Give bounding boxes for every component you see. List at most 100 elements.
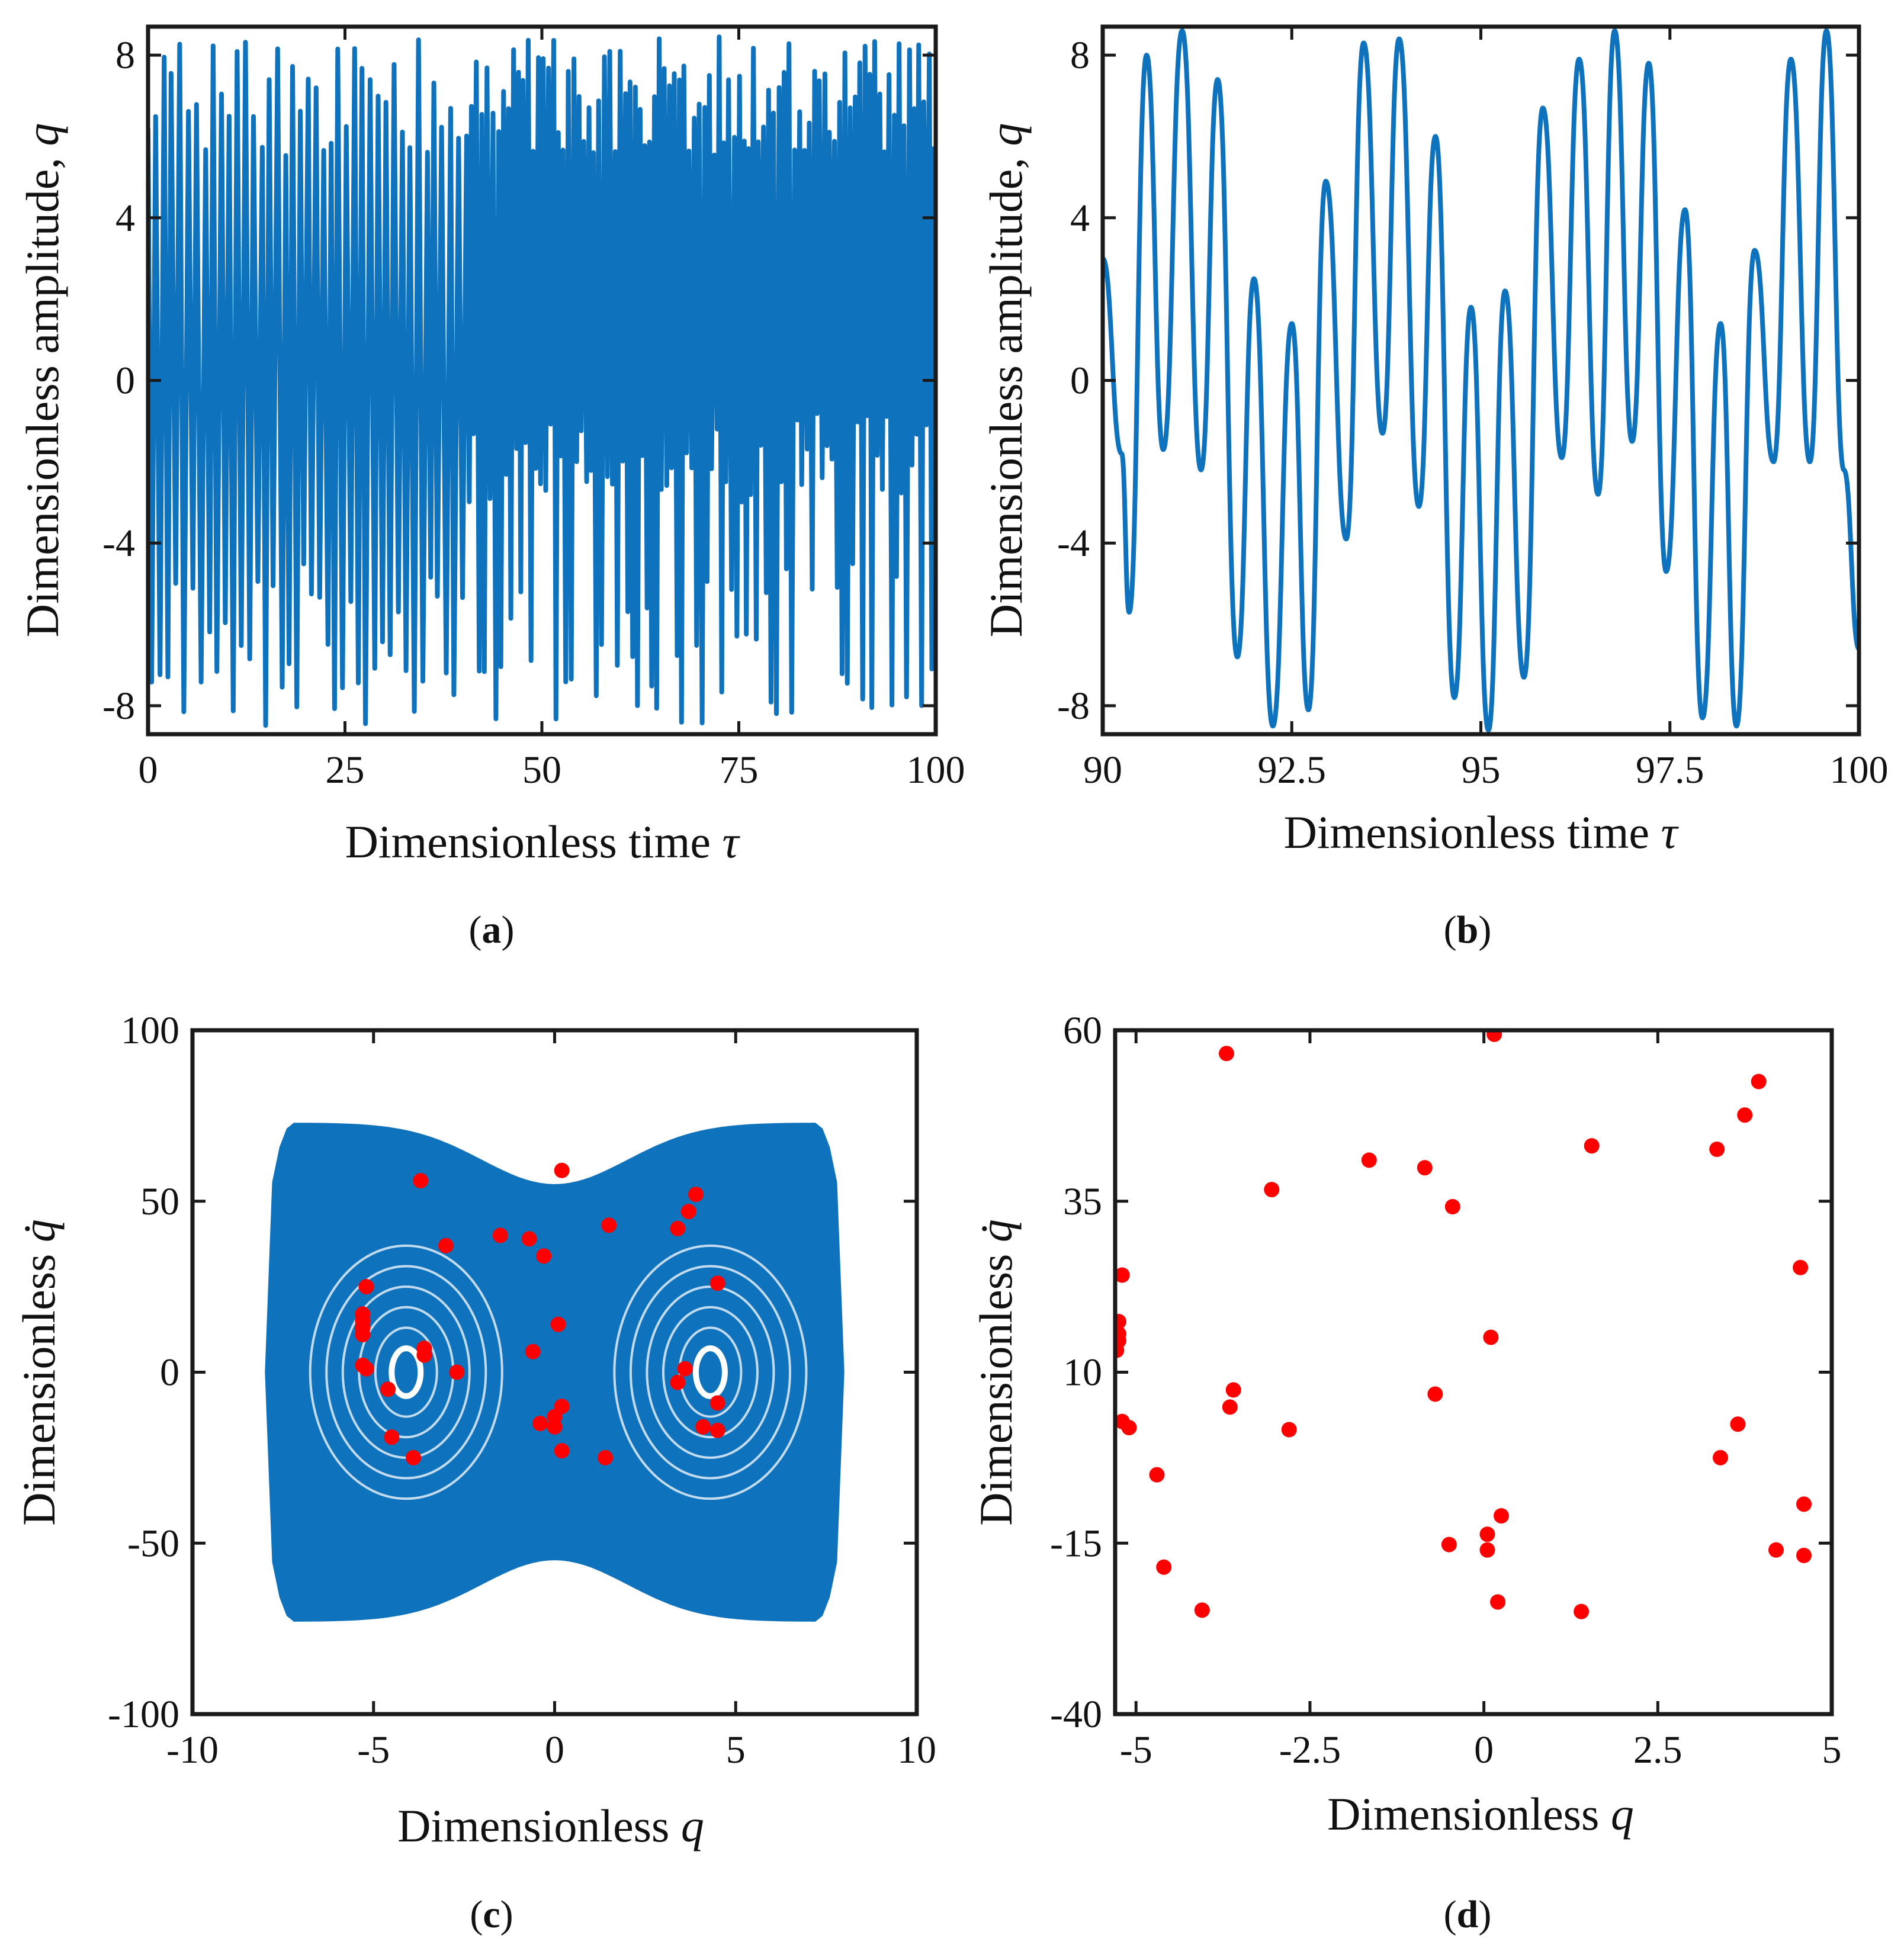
poincare-point [670,1374,686,1390]
y-tick-label: 35 [1063,1180,1102,1223]
poincare-point [1737,1107,1753,1123]
poincare-point [536,1248,552,1264]
attractor-gap [309,1244,503,1500]
y-tick-label: -8 [1057,684,1090,728]
axes-d-xlabel: Dimensionless q [1327,1788,1634,1840]
poincare-point [413,1173,429,1189]
poincare-point [1427,1386,1443,1402]
axes-c-xlabel: Dimensionless q [397,1800,704,1851]
poincare-point [1796,1548,1812,1563]
axes-c-frame [190,1028,919,1716]
poincare-point [1444,1199,1460,1214]
caption-d: (d) [1444,1893,1492,1936]
y-tick-label: -100 [108,1693,179,1736]
x-tick-label: 97.5 [1636,748,1704,792]
poincare-point [601,1217,617,1233]
y-tick-label: 100 [121,1009,179,1052]
x-tick-label: -10 [166,1728,219,1772]
poincare-point [358,1361,374,1377]
poincare-point [695,1419,711,1435]
poincare-point [1709,1142,1725,1157]
axes-b-xlabel: Dimensionless time τ [1284,806,1680,858]
x-tick-label: 5 [1822,1728,1842,1772]
x-tick-label: 95 [1462,748,1501,792]
poincare-point [525,1343,541,1359]
poincare-point [680,1204,696,1220]
x-tick-label: -5 [357,1728,390,1772]
series-a-line [148,34,936,728]
poincare-point [1149,1467,1165,1483]
x-tick-label: 0 [139,748,158,792]
x-tick-label: -2.5 [1279,1728,1341,1772]
x-tick-label: 90 [1083,748,1122,792]
poincare-point [1115,1267,1130,1283]
poincare-point [1264,1182,1280,1198]
poincare-point [438,1237,454,1253]
y-tick-label: -15 [1050,1522,1102,1565]
poincare-point [1417,1160,1433,1176]
phase-attractor [265,1123,845,1622]
poincare-point [1225,1382,1241,1398]
x-tick-label: 25 [326,748,365,792]
y-tick-label: 8 [1070,34,1090,77]
poincare-point [1494,1508,1509,1524]
poincare-point [550,1316,566,1332]
attractor-gap [646,1285,775,1459]
poincare-point [554,1162,570,1178]
poincare-point [521,1231,537,1247]
poincare-point [554,1443,570,1459]
y-tick-label: 0 [160,1351,179,1394]
poincare-point [1115,1314,1126,1329]
y-tick-label: 0 [115,359,135,403]
poincare-point [1156,1559,1172,1575]
attractor-gap [388,1345,424,1399]
attractor-gap [613,1244,808,1500]
axes-b-ylabel: Dimensionless amplitude, q [980,123,1032,638]
poincare-point [406,1449,421,1465]
y-tick-label: 50 [140,1180,179,1223]
x-tick-label: 100 [1830,748,1889,792]
axes-c-ylabel: Dimensionless q̇ [13,1219,65,1526]
poincare-point [492,1227,508,1243]
y-tick-label: 4 [1070,197,1090,240]
axes-b-ticks: 90 92.5 95 97.5 100 8 4 0 -4 -8 [1057,27,1889,792]
y-tick-label: 60 [1063,1009,1102,1052]
poincare-point [358,1279,374,1295]
axes-d-ylabel: Dimensionless q̇ [970,1219,1022,1526]
poincare-point [1793,1259,1809,1275]
x-tick-label: 2.5 [1633,1728,1683,1772]
axes-a-ylabel: Dimensionless amplitude, q [17,123,68,638]
poincare-point [1361,1152,1377,1168]
poincare-point [670,1220,686,1236]
poincare-points-c [355,1162,725,1465]
poincare-point [1194,1602,1210,1618]
poincare-point [1222,1399,1238,1415]
poincare-point [1584,1138,1600,1154]
panel-a: 0 25 50 75 100 8 4 0 -4 -8 Dimensionless time τ D… [17,24,965,952]
poincare-point [1115,1342,1125,1358]
poincare-point [709,1422,725,1438]
poincare-point [1281,1422,1297,1438]
axes-a-ticks: 0 25 50 75 100 8 4 0 -4 -8 [102,27,965,792]
y-tick-label: -4 [102,522,135,565]
y-tick-label: -4 [1057,522,1090,565]
poincare-point [709,1275,725,1291]
poincare-point [384,1429,400,1445]
poincare-point [598,1449,614,1465]
poincare-points-d [1115,1030,1812,1619]
x-tick-label: 75 [720,748,759,792]
poincare-point [1730,1416,1746,1432]
axes-d-frame [1113,1028,1834,1716]
series-b-line [1103,28,1859,733]
y-tick-label: -8 [102,684,135,728]
poincare-point [1479,1542,1495,1558]
poincare-point [1479,1526,1495,1542]
attractor-gap [325,1265,487,1480]
attractor-gap [629,1265,791,1480]
poincare-point [1796,1496,1812,1512]
y-tick-label: 4 [115,197,135,240]
caption-a: (a) [469,908,515,952]
y-tick-label: 8 [115,34,135,77]
